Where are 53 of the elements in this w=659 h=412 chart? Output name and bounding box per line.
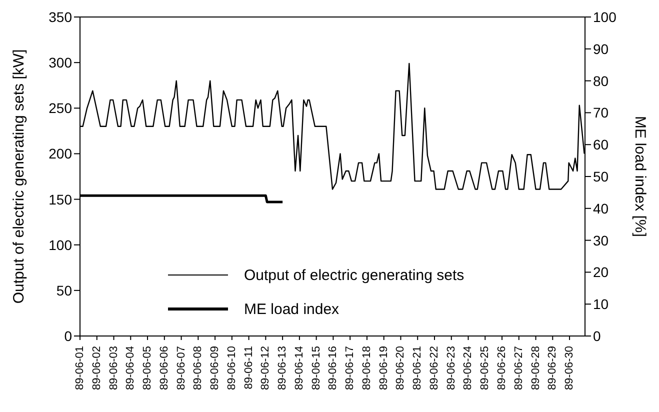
y-tick-label: 350 bbox=[48, 8, 72, 25]
y-axis-title: Output of electric generating sets [kW] bbox=[10, 49, 28, 304]
y2-tick-label: 100 bbox=[593, 8, 617, 25]
y-tick-label: 250 bbox=[48, 100, 72, 116]
x-tick-label: 89-06-21 bbox=[412, 346, 424, 390]
y2-tick-label: 90 bbox=[593, 40, 609, 57]
y2-tick-label: 70 bbox=[593, 104, 609, 121]
x-tick-label: 89-06-22 bbox=[428, 346, 440, 390]
y2-tick-label: 80 bbox=[593, 72, 609, 89]
x-tick-label: 89-06-19 bbox=[378, 346, 390, 390]
y-tick-label: 50 bbox=[56, 282, 72, 298]
y2-tick-label: 50 bbox=[593, 168, 609, 184]
y-tick-label: 200 bbox=[48, 146, 72, 162]
y2-tick-label: 40 bbox=[593, 200, 609, 216]
legend-label: ME load index bbox=[244, 300, 340, 318]
y2-tick-label: 10 bbox=[593, 296, 609, 312]
x-tick-label: 89-06-05 bbox=[142, 346, 154, 390]
y2-tick-label: 60 bbox=[593, 136, 609, 153]
x-tick-label: 89-06-18 bbox=[360, 346, 373, 390]
x-tick-label: 89-06-07 bbox=[175, 346, 188, 390]
x-tick-label: 89-06-03 bbox=[108, 346, 120, 390]
x-tick-label: 89-06-26 bbox=[496, 346, 508, 390]
x-tick-label: 89-06-30 bbox=[564, 346, 576, 390]
y2-tick-label: 30 bbox=[593, 232, 609, 248]
x-tick-label: 89-06-17 bbox=[344, 346, 356, 390]
x-tick-label: 89-06-27 bbox=[512, 346, 525, 390]
x-tick-label: 89-06-15 bbox=[310, 346, 322, 390]
x-tick-label: 89-06-01 bbox=[74, 346, 86, 390]
x-tick-label: 89-06-10 bbox=[226, 346, 238, 390]
x-tick-label: 89-06-16 bbox=[327, 346, 340, 390]
y2-axis-title: ME load index [%] bbox=[632, 116, 649, 237]
y-tick-label: 150 bbox=[48, 191, 72, 208]
x-tick-label: 89-06-23 bbox=[445, 346, 458, 390]
x-tick-label: 89-06-25 bbox=[479, 346, 492, 390]
x-tick-label: 89-06-11 bbox=[242, 346, 255, 390]
y2-tick-label: 0 bbox=[593, 328, 601, 344]
legend-label: Output of electric generating sets bbox=[244, 266, 464, 284]
y-tick-label: 100 bbox=[48, 236, 72, 253]
x-tick-label: 89-06-02 bbox=[90, 346, 103, 390]
x-tick-label: 89-06-06 bbox=[158, 346, 170, 390]
y2-tick-label: 20 bbox=[593, 264, 609, 280]
x-tick-label: 89-06-20 bbox=[394, 346, 407, 390]
x-tick-label: 89-06-08 bbox=[192, 346, 204, 390]
y-tick-label: 0 bbox=[64, 328, 72, 344]
y-tick-label: 300 bbox=[48, 54, 72, 71]
x-tick-label: 89-06-29 bbox=[546, 346, 559, 390]
x-tick-label: 89-06-28 bbox=[530, 346, 542, 390]
x-tick-label: 89-06-24 bbox=[462, 346, 474, 390]
x-tick-label: 89-06-04 bbox=[124, 346, 137, 390]
x-tick-label: 89-06-13 bbox=[276, 346, 289, 390]
x-tick-label: 89-06-14 bbox=[293, 346, 306, 390]
x-tick-label: 89-06-09 bbox=[209, 346, 222, 390]
x-tick-label: 89-06-12 bbox=[260, 346, 272, 390]
